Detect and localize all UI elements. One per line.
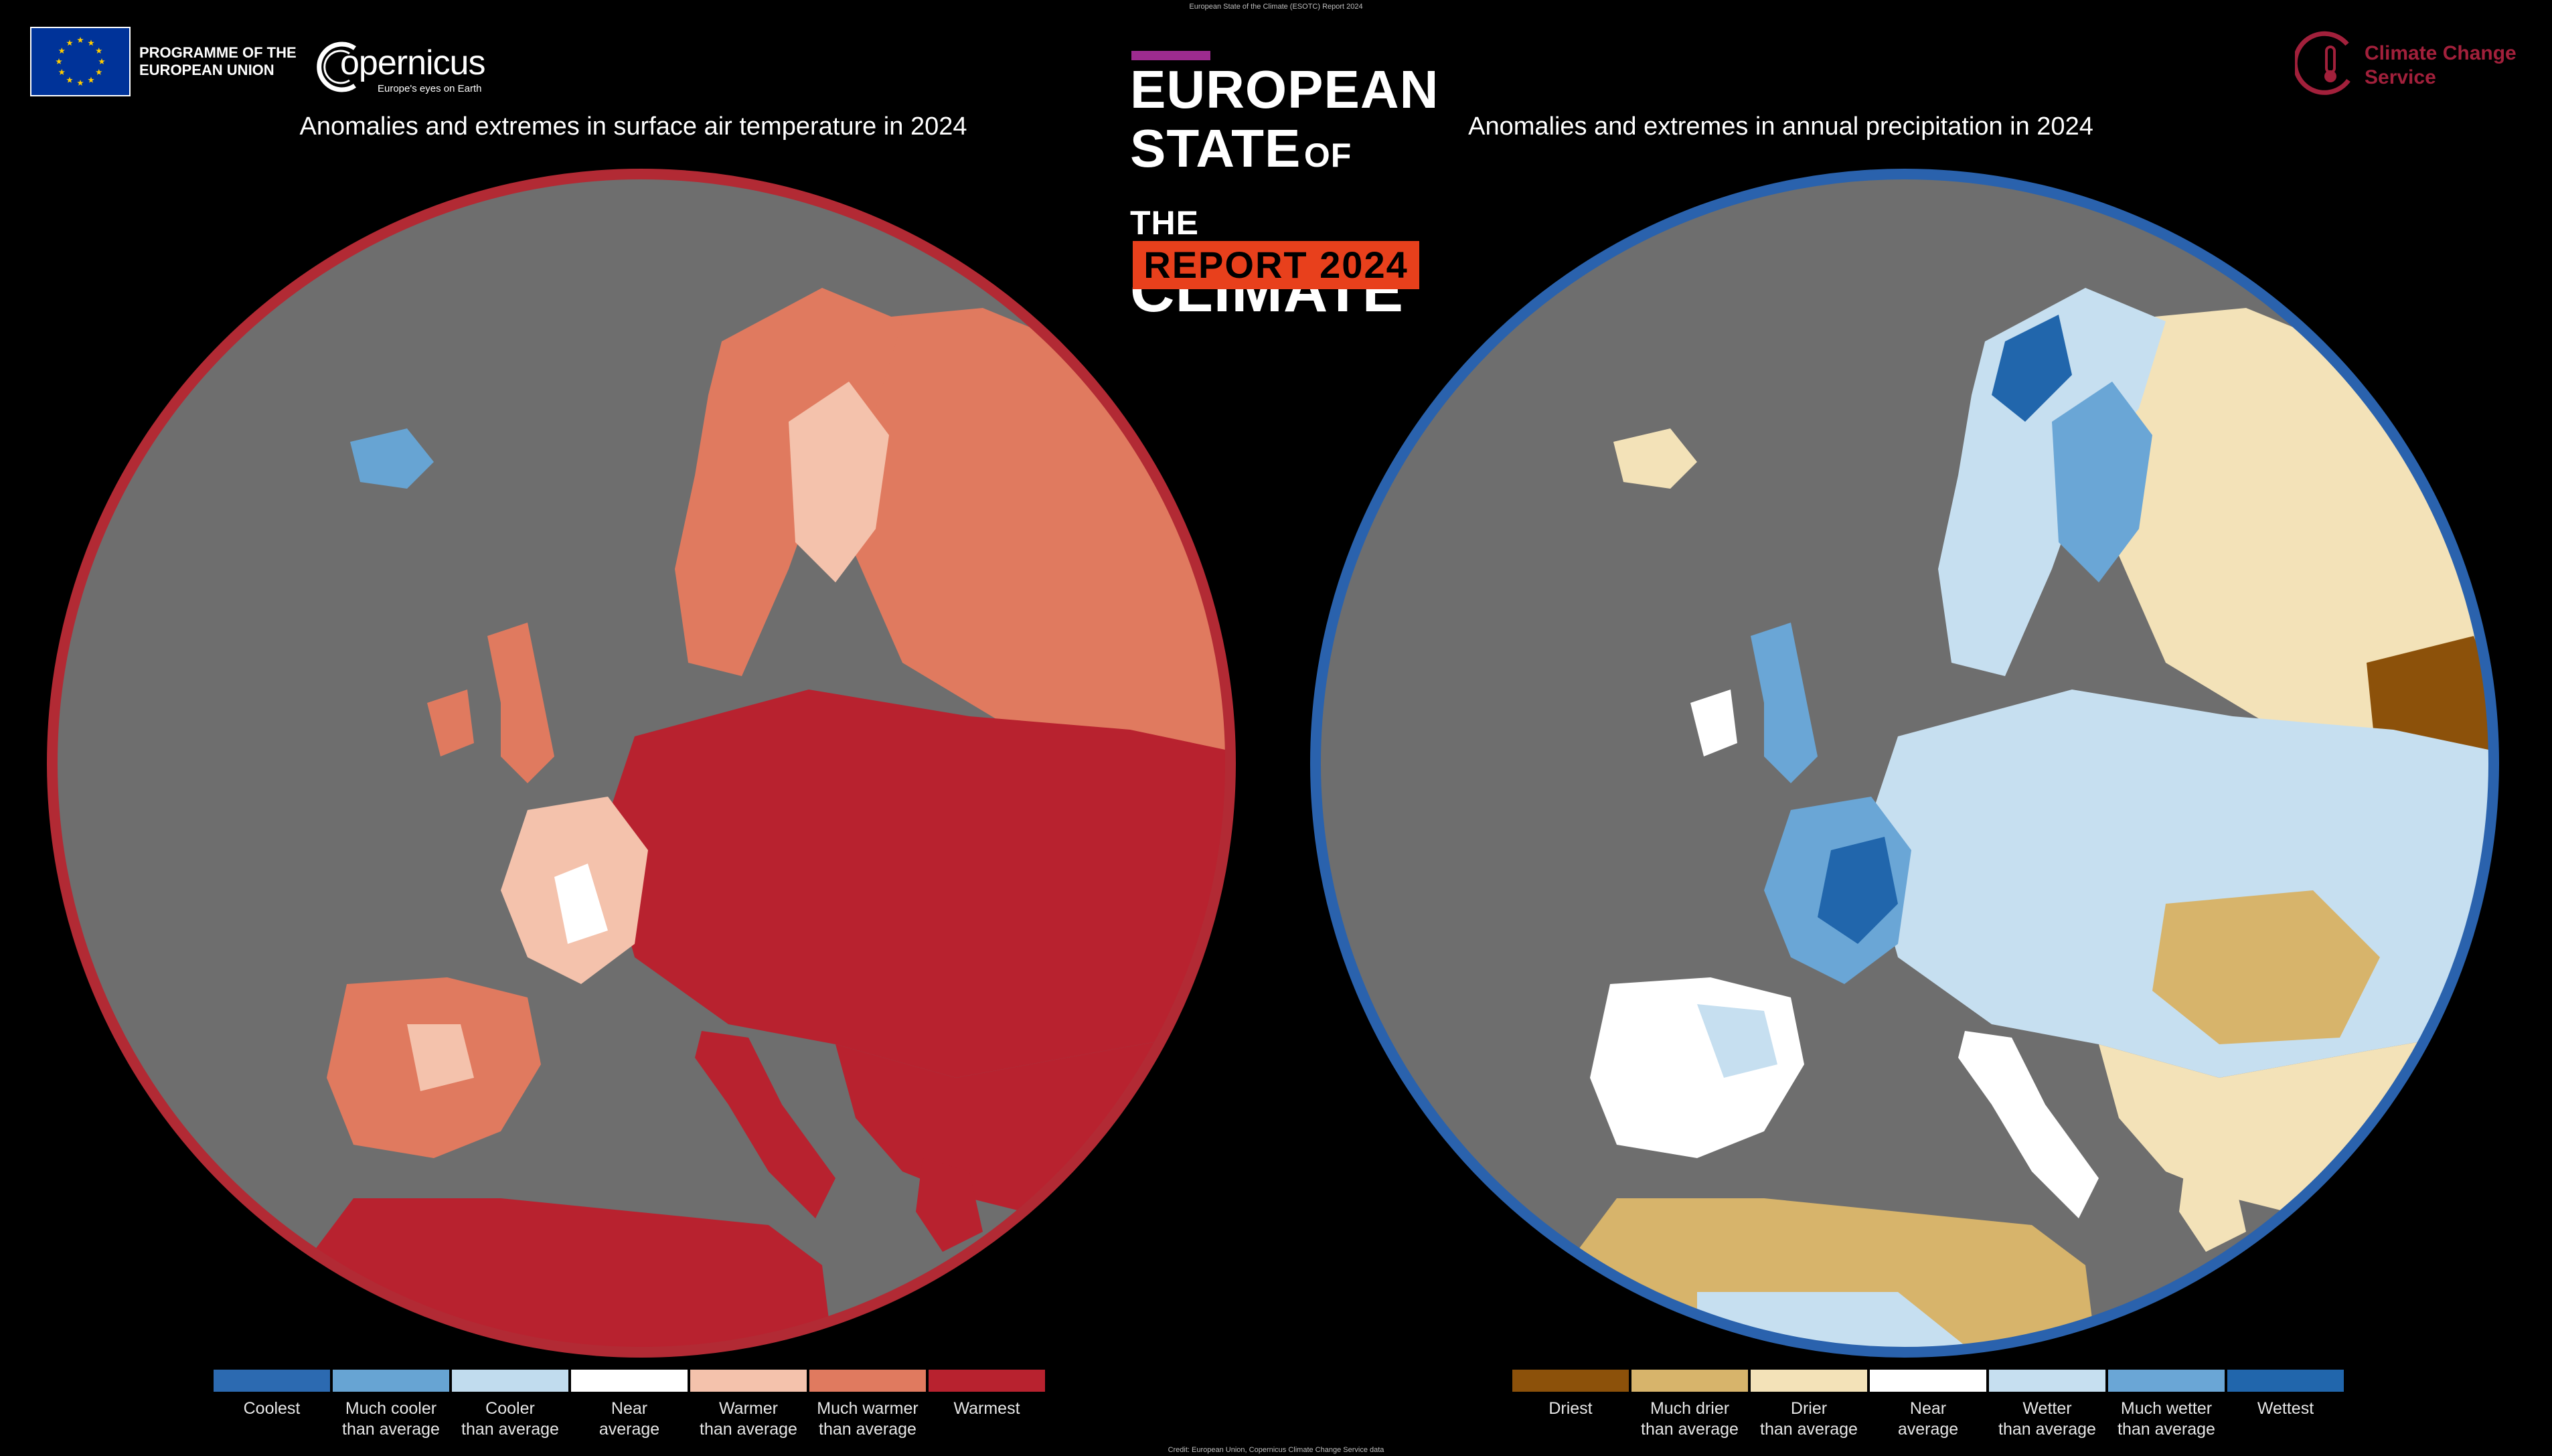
temperature-legend-label: Warmer than average bbox=[700, 1399, 797, 1439]
precipitation-legend-swatch bbox=[1989, 1370, 2105, 1392]
precipitation-legend-label: Driest bbox=[1548, 1399, 1593, 1418]
precipitation-legend-swatch bbox=[1512, 1370, 1629, 1392]
temperature-legend-swatch bbox=[333, 1370, 449, 1392]
temperature-legend-swatch bbox=[809, 1370, 926, 1392]
copernicus-c-icon bbox=[317, 42, 356, 92]
programme-label: PROGRAMME OF THE EUROPEAN UNION bbox=[139, 44, 297, 78]
temperature-legend-label: Near average bbox=[599, 1399, 660, 1439]
temperature-legend-label: Warmest bbox=[953, 1399, 1020, 1418]
eu-star-icon bbox=[96, 69, 102, 75]
precipitation-legend-label: Wettest bbox=[2257, 1399, 2314, 1418]
report-year-badge: REPORT 2024 bbox=[1133, 241, 1419, 289]
precipitation-legend-label: Much drier than average bbox=[1641, 1399, 1739, 1439]
eu-stars-icon bbox=[56, 37, 105, 86]
report-accent-bar bbox=[1131, 51, 1210, 60]
temperature-legend-swatch bbox=[452, 1370, 568, 1392]
temperature-legend-item: Warmer than average bbox=[690, 1370, 807, 1440]
precipitation-legend-label: Near average bbox=[1897, 1399, 1959, 1439]
precipitation-map-title: Anomalies and extremes in annual precipi… bbox=[1468, 112, 2093, 141]
precipitation-legend: Driest Much drier than average Drier than … bbox=[1512, 1370, 2348, 1450]
temperature-legend-label: Much cooler than average bbox=[342, 1399, 440, 1439]
eu-star-icon bbox=[66, 76, 73, 83]
temperature-legend-swatch bbox=[214, 1370, 330, 1392]
precipitation-legend-label: Wetter than average bbox=[1998, 1399, 2096, 1439]
temperature-legend-item: Much cooler than average bbox=[332, 1370, 450, 1440]
temperature-legend-item: Warmest bbox=[928, 1370, 1046, 1419]
temperature-legend: Coolest Much cooler than average Cooler th… bbox=[213, 1370, 1050, 1450]
precipitation-legend-label: Drier than average bbox=[1760, 1399, 1858, 1439]
eu-star-icon bbox=[66, 39, 73, 46]
copernicus-logo: opernicus Europe's eyes on Earth bbox=[313, 33, 494, 100]
precipitation-legend-swatch bbox=[1751, 1370, 1867, 1392]
precipitation-legend-item: Much drier than average bbox=[1631, 1370, 1749, 1440]
thermometer-icon bbox=[2295, 31, 2350, 95]
temperature-legend-label: Cooler than average bbox=[461, 1399, 559, 1439]
precipitation-legend-item: Drier than average bbox=[1750, 1370, 1868, 1440]
temperature-legend-item: Near average bbox=[570, 1370, 688, 1440]
eu-star-icon bbox=[88, 39, 94, 46]
precipitation-map bbox=[1310, 169, 2499, 1358]
eu-star-icon bbox=[58, 69, 65, 75]
precipitation-legend-item: Much wetter than average bbox=[2107, 1370, 2225, 1440]
eu-star-icon bbox=[96, 48, 102, 54]
report-title-state: STATE bbox=[1130, 118, 1301, 178]
c3s-name: Climate Change Service bbox=[2365, 42, 2517, 88]
temperature-legend-item: Coolest bbox=[213, 1370, 331, 1419]
temperature-map bbox=[47, 169, 1236, 1358]
eu-star-icon bbox=[77, 37, 84, 43]
temperature-legend-swatch bbox=[571, 1370, 688, 1392]
temperature-legend-swatch bbox=[690, 1370, 807, 1392]
precipitation-legend-swatch bbox=[2227, 1370, 2344, 1392]
eu-star-icon bbox=[77, 80, 84, 86]
credit-line: Credit: European Union, Copernicus Clima… bbox=[1168, 1446, 1384, 1454]
eu-star-icon bbox=[88, 76, 94, 83]
precipitation-legend-item: Driest bbox=[1512, 1370, 1629, 1419]
temperature-legend-item: Much warmer than average bbox=[809, 1370, 927, 1440]
precipitation-legend-label: Much wetter than average bbox=[2118, 1399, 2215, 1439]
copernicus-tagline: Europe's eyes on Earth bbox=[378, 83, 482, 94]
eu-star-icon bbox=[98, 58, 105, 64]
precipitation-legend-item: Near average bbox=[1869, 1370, 1987, 1440]
eu-star-icon bbox=[56, 58, 62, 64]
temperature-map-border bbox=[47, 169, 1236, 1358]
report-title-line1: EUROPEAN bbox=[1130, 60, 1439, 119]
eu-flag-logo bbox=[30, 27, 131, 96]
c3s-logo: Climate Change Service bbox=[2295, 25, 2536, 99]
precipitation-legend-item: Wettest bbox=[2227, 1370, 2344, 1419]
report-header-note: European State of the Climate (ESOTC) Re… bbox=[1189, 3, 1363, 11]
report-title-line2: STATE OF THE bbox=[1130, 119, 1425, 261]
temperature-legend-label: Much warmer than average bbox=[817, 1399, 919, 1439]
precipitation-legend-item: Wetter than average bbox=[1988, 1370, 2106, 1440]
precipitation-map-border bbox=[1310, 169, 2499, 1358]
precipitation-legend-swatch bbox=[2108, 1370, 2225, 1392]
copernicus-wordmark: opernicus bbox=[340, 44, 485, 82]
precipitation-legend-swatch bbox=[1631, 1370, 1748, 1392]
eu-star-icon bbox=[58, 48, 65, 54]
temperature-map-title: Anomalies and extremes in surface air te… bbox=[299, 112, 967, 141]
report-title: EUROPEAN STATE OF THE CLIMATE bbox=[1130, 60, 1439, 322]
precipitation-legend-swatch bbox=[1870, 1370, 1986, 1392]
temperature-legend-label: Coolest bbox=[243, 1399, 301, 1418]
report-title-of-the: OF THE bbox=[1130, 137, 1352, 242]
temperature-legend-item: Cooler than average bbox=[451, 1370, 569, 1440]
temperature-legend-swatch bbox=[929, 1370, 1045, 1392]
